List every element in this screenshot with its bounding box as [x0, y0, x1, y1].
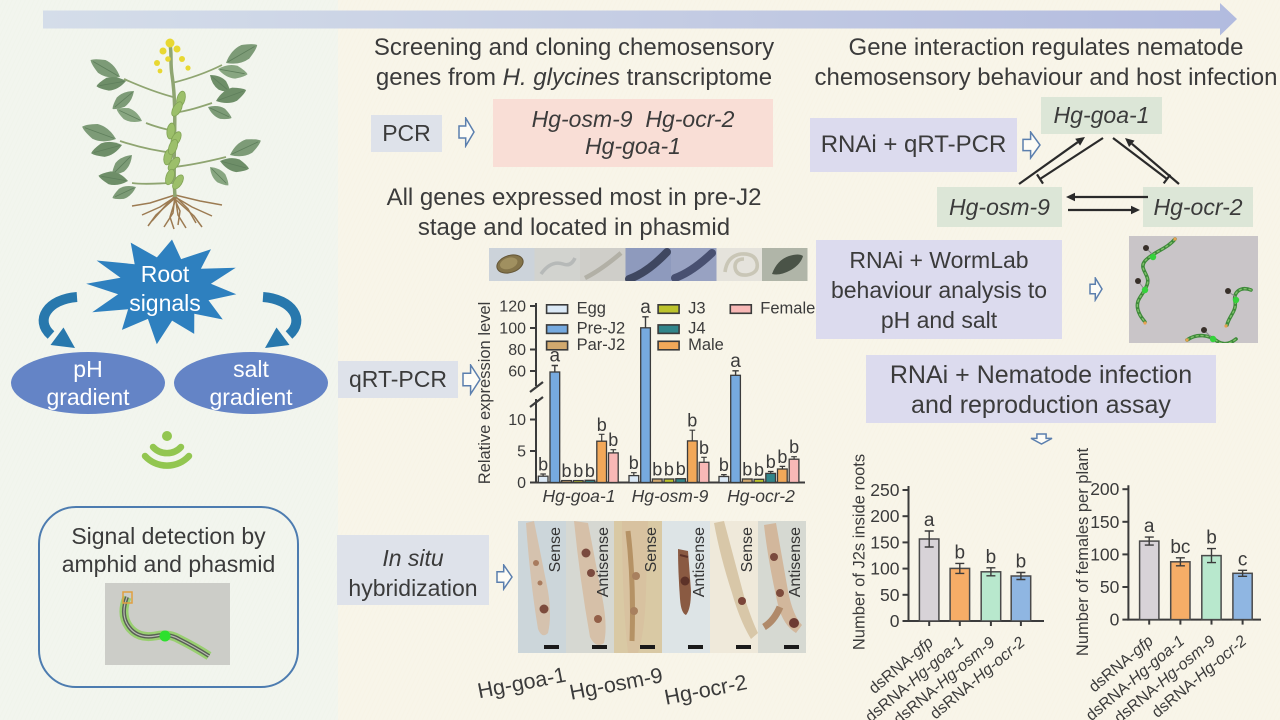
svg-text:b: b [789, 437, 799, 457]
svg-text:b: b [608, 430, 618, 450]
svg-text:60: 60 [508, 364, 526, 381]
svg-text:b: b [561, 461, 571, 481]
svg-text:10: 10 [508, 412, 526, 429]
svg-text:Par-J2: Par-J2 [577, 336, 626, 354]
svg-text:Male: Male [688, 336, 724, 354]
svg-text:J4: J4 [688, 319, 705, 337]
svg-text:Pre-J2: Pre-J2 [577, 319, 626, 337]
svg-text:100: 100 [499, 321, 526, 338]
svg-text:Hg-goa-1: Hg-goa-1 [543, 486, 616, 506]
svg-text:b: b [742, 460, 752, 480]
svg-text:100: 100 [1090, 544, 1119, 564]
svg-text:0: 0 [1110, 610, 1120, 630]
svg-text:b: b [1206, 528, 1217, 549]
svg-text:b: b [597, 415, 607, 435]
svg-text:5: 5 [517, 444, 526, 461]
svg-text:Hg-osm-9: Hg-osm-9 [632, 486, 709, 506]
svg-text:bc: bc [1170, 537, 1190, 558]
svg-text:b: b [719, 455, 729, 475]
svg-text:Number of females per plant: Number of females per plant [1074, 447, 1092, 656]
svg-text:Egg: Egg [577, 299, 606, 317]
svg-text:Number of J2s inside roots: Number of J2s inside roots [851, 454, 869, 650]
svg-text:b: b [955, 542, 966, 563]
svg-text:50: 50 [880, 585, 900, 605]
svg-text:Sense: Sense [643, 527, 660, 572]
svg-text:Female: Female [760, 299, 815, 317]
svg-text:b: b [676, 459, 686, 479]
svg-text:a: a [730, 351, 741, 372]
svg-text:Relative expression level: Relative expression level [476, 302, 494, 485]
svg-text:0: 0 [890, 611, 900, 631]
svg-text:b: b [986, 547, 997, 568]
svg-text:b: b [652, 460, 662, 480]
svg-text:b: b [664, 460, 674, 480]
svg-text:b: b [777, 447, 787, 467]
svg-text:Sense: Sense [739, 527, 756, 572]
svg-text:80: 80 [508, 342, 526, 359]
svg-text:Sense: Sense [547, 527, 564, 572]
svg-text:b: b [585, 461, 595, 481]
svg-text:Antisense: Antisense [787, 527, 804, 597]
svg-text:a: a [1144, 516, 1155, 537]
svg-text:150: 150 [870, 532, 899, 552]
svg-text:b: b [573, 461, 583, 481]
svg-text:b: b [629, 453, 639, 473]
svg-text:b: b [1016, 552, 1027, 573]
svg-text:100: 100 [870, 559, 899, 579]
svg-text:b: b [766, 452, 776, 472]
svg-text:Antisense: Antisense [691, 527, 708, 597]
svg-text:Hg-ocr-2: Hg-ocr-2 [727, 486, 795, 506]
svg-text:b: b [699, 438, 709, 458]
svg-text:b: b [754, 460, 764, 480]
svg-text:150: 150 [1090, 512, 1119, 532]
svg-text:50: 50 [1100, 577, 1120, 597]
svg-text:0: 0 [517, 475, 526, 492]
svg-text:a: a [640, 297, 651, 318]
svg-text:200: 200 [870, 506, 899, 526]
svg-text:Antisense: Antisense [595, 527, 612, 597]
svg-text:200: 200 [1090, 479, 1119, 499]
svg-text:120: 120 [499, 299, 526, 316]
svg-text:b: b [538, 455, 548, 475]
svg-text:a: a [924, 510, 935, 531]
svg-text:a: a [550, 346, 561, 367]
svg-text:c: c [1238, 549, 1248, 570]
svg-text:250: 250 [870, 480, 899, 500]
svg-text:J3: J3 [688, 299, 705, 317]
svg-text:b: b [687, 411, 697, 431]
